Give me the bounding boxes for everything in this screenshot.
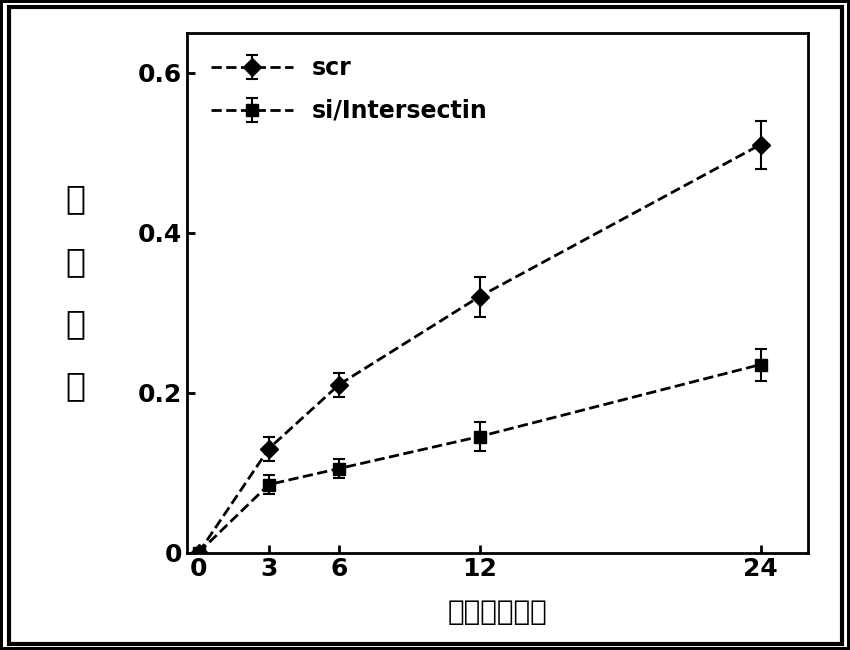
Text: 离: 离 [65, 370, 85, 402]
Legend: scr, si/Intersectin: scr, si/Intersectin [199, 44, 500, 135]
Text: 迁: 迁 [65, 183, 85, 215]
X-axis label: 时间（小时）: 时间（小时） [447, 598, 547, 626]
Text: 移: 移 [65, 245, 85, 278]
Text: 距: 距 [65, 307, 85, 340]
